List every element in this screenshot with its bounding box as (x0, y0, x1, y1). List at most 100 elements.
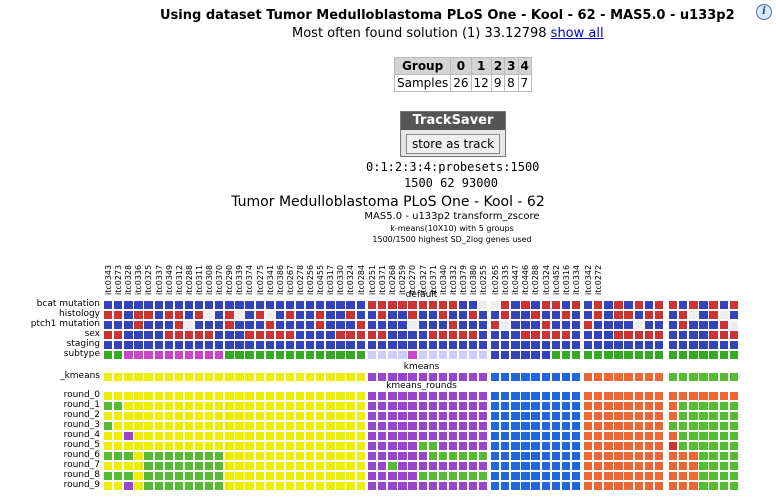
heatmap-cell (500, 350, 511, 360)
heatmap-cell (204, 350, 215, 360)
heatmap-cell (173, 310, 185, 320)
heatmap-cell (447, 401, 459, 411)
heatmap-cell (345, 461, 356, 471)
store-as-track-button[interactable]: store as track (406, 134, 500, 154)
heatmap-cell (550, 320, 561, 330)
heatmap-cell (613, 391, 624, 401)
heatmap-cell (123, 461, 134, 471)
column-label: itc0312 (174, 264, 184, 295)
group-header: Group (393, 57, 452, 75)
heatmap-cell (305, 411, 316, 421)
heatmap-cell (294, 401, 306, 411)
heatmap-cell (708, 411, 719, 421)
heatmap-cell (468, 310, 479, 320)
heatmap-cell (417, 372, 428, 382)
heatmap-cell (103, 431, 114, 441)
heatmap-cell (133, 421, 144, 431)
heatmap-cell (387, 461, 398, 471)
heatmap-cell (325, 350, 336, 360)
heatmap-cell (143, 471, 154, 481)
heatmap-cell (613, 481, 624, 491)
heatmap-cell (447, 300, 459, 310)
heatmap-cell (668, 461, 679, 471)
heatmap-cell (163, 300, 174, 310)
heatmap-cell (478, 310, 489, 320)
heatmap-cell (204, 340, 215, 350)
heatmap-cell (284, 401, 296, 411)
heatmap-cell (407, 340, 418, 350)
heatmap-cell (325, 300, 336, 310)
heatmap-cell (325, 330, 336, 340)
heatmap-cell (643, 461, 654, 471)
heatmap-cell (224, 340, 235, 350)
heatmap-cell (325, 431, 336, 441)
heatmap-cell (688, 481, 699, 491)
heatmap-cell (447, 320, 459, 330)
heatmap-cell (560, 300, 572, 310)
heatmap-cell (264, 421, 275, 431)
heatmap-cell (437, 401, 449, 411)
row-label: bcat mutation (36, 299, 100, 309)
heatmap-cell (397, 471, 408, 481)
heatmap-cell (510, 300, 521, 310)
heatmap-cell (113, 401, 124, 411)
heatmap-cell (718, 372, 729, 382)
heatmap-cell (540, 401, 551, 411)
heatmap-cell (224, 441, 235, 451)
heatmap-cell (728, 330, 739, 340)
heatmap-cell (315, 330, 326, 340)
heatmap-cell (183, 461, 195, 471)
heatmap-cell (583, 441, 594, 451)
heatmap-cell (367, 350, 378, 360)
heatmap-cell (133, 372, 144, 382)
heatmap-cell (603, 300, 614, 310)
heatmap-cell (643, 300, 654, 310)
heatmap-cell (708, 431, 719, 441)
heatmap-cell (153, 350, 164, 360)
heatmap-cell (688, 330, 699, 340)
heatmap-cell (193, 300, 205, 310)
heatmap-cell (244, 401, 255, 411)
heatmap-cell (294, 340, 306, 350)
heatmap-cell (377, 431, 388, 441)
heatmap-cell (315, 451, 326, 461)
heatmap-cell (603, 340, 614, 350)
heatmap-cell (668, 421, 679, 431)
heatmap-cell (274, 372, 286, 382)
group-header-1: 1 (470, 57, 492, 75)
heatmap-cell (355, 461, 366, 471)
heatmap-cell (668, 320, 679, 330)
heatmap-cell (274, 461, 286, 471)
heatmap-cell (163, 372, 174, 382)
heatmap-cell (305, 300, 316, 310)
column-label: itc0370 (215, 264, 225, 295)
row-label: staging (66, 339, 100, 349)
heatmap-cell (355, 372, 366, 382)
heatmap-cell (500, 340, 511, 350)
heatmap-cell (688, 372, 699, 382)
heatmap-cell (688, 320, 699, 330)
heatmap-cell (153, 411, 164, 421)
heatmap-cell (234, 340, 245, 350)
heatmap-cell (437, 481, 449, 491)
section-label: kmeans_rounds (386, 381, 457, 391)
heatmap-cell (294, 481, 306, 491)
heatmap-cell (163, 461, 174, 471)
heatmap-cell (728, 441, 739, 451)
heatmap-cell (718, 431, 729, 441)
heatmap-cell (570, 421, 582, 431)
heatmap-cell (478, 391, 489, 401)
tracksaver-title: TrackSaver (401, 112, 505, 130)
heatmap-cell (530, 372, 541, 382)
heatmap-cell (520, 391, 531, 401)
heatmap-cell (377, 441, 388, 451)
heatmap-cell (133, 320, 144, 330)
info-icon[interactable]: i (756, 4, 772, 20)
show-all-link[interactable]: show all (550, 26, 604, 41)
heatmap-cell (500, 411, 511, 421)
heatmap-cell (500, 471, 511, 481)
heatmap-cell (244, 330, 255, 340)
heatmap-cell (698, 330, 709, 340)
heatmap-cell (377, 411, 388, 421)
heatmap-cell (214, 471, 225, 481)
